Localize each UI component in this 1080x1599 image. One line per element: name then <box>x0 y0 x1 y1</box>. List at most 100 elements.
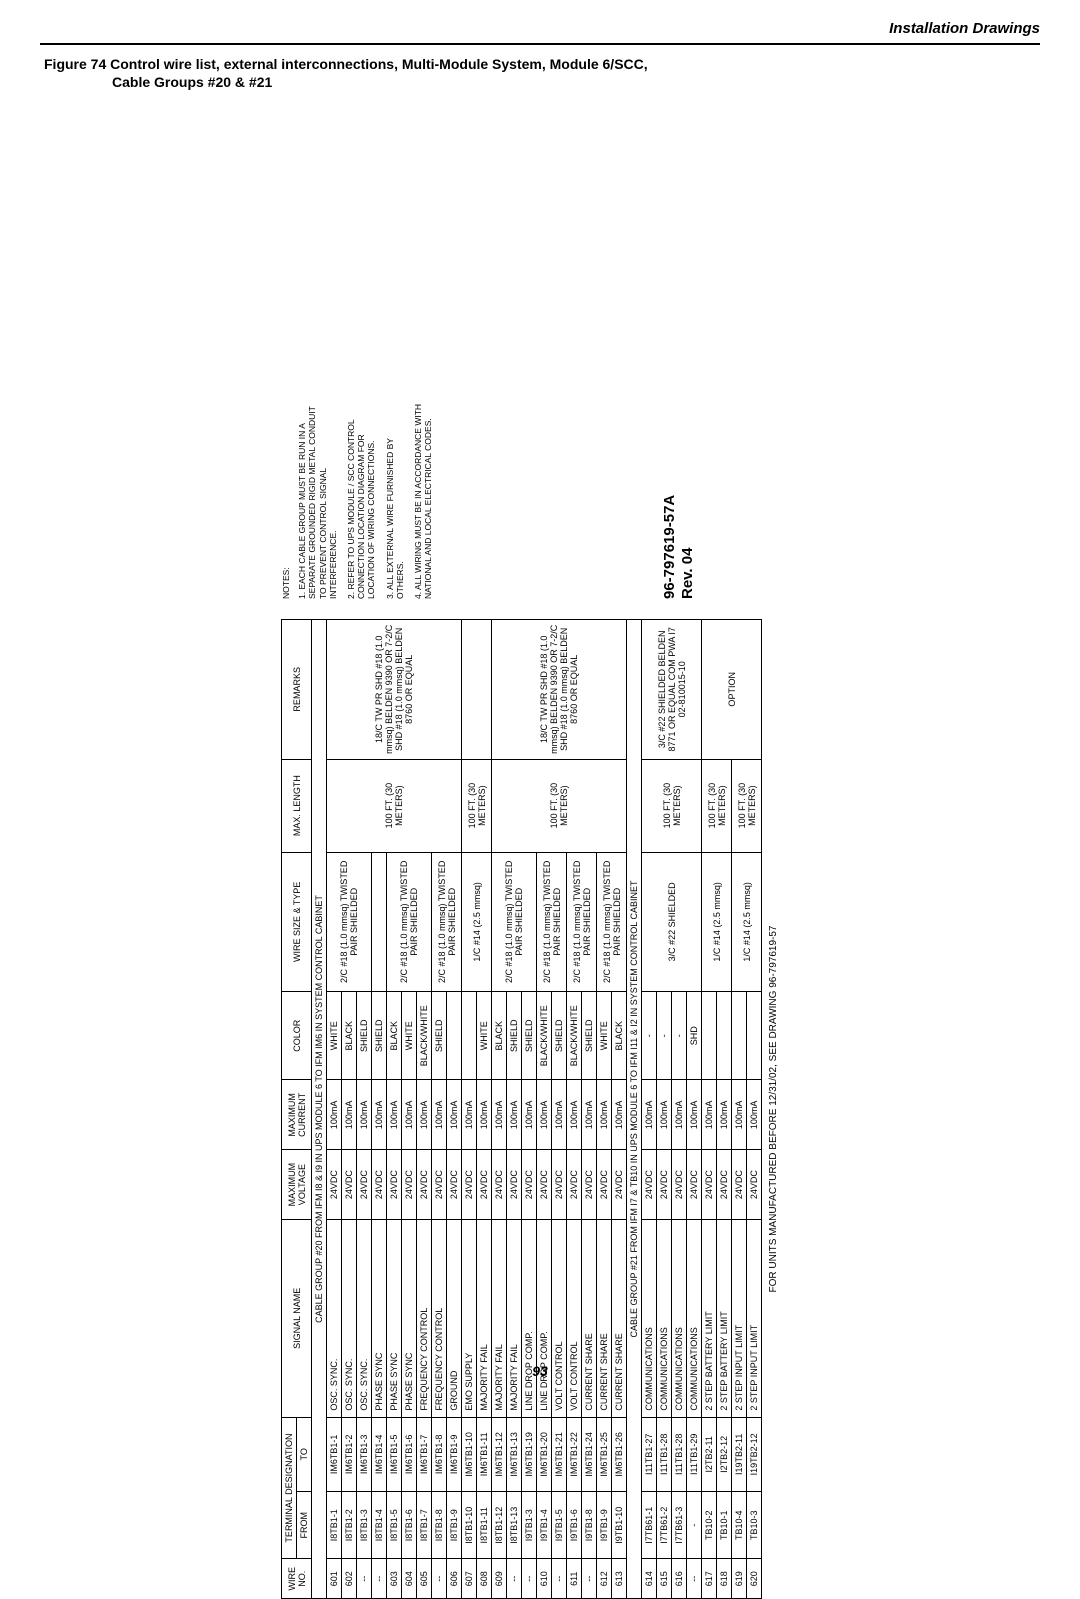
cell-current: 100mA <box>477 1080 492 1150</box>
cell-wire-size: 2/C #18 (1.0 mmsq) TWISTED PAIR SHIELDED <box>492 852 537 992</box>
cell-color: SHIELD <box>507 992 522 1080</box>
cell-voltage: 24VDC <box>582 1150 597 1220</box>
cell-to: I19TB2-12 <box>747 1417 762 1491</box>
cell-voltage: 24VDC <box>597 1150 612 1220</box>
cell-wire-no: 610 <box>537 1559 552 1599</box>
cell-wire-size: 2/C #18 (1.0 mmsq) TWISTED PAIR SHIELDED <box>387 852 432 992</box>
cell-wire-size <box>372 852 387 992</box>
notes-block: NOTES: 1. EACH CABLE GROUP MUST BE RUN I… <box>281 399 441 599</box>
cell-from: I9TB1-9 <box>597 1492 612 1559</box>
cell-from: I9TB1-10 <box>612 1492 627 1559</box>
cell-signal: GROUND <box>447 1219 462 1417</box>
cell-current: 100mA <box>747 1080 762 1150</box>
cell-color: SHIELD <box>582 992 597 1080</box>
cell-current: 100mA <box>597 1080 612 1150</box>
cell-current: 100mA <box>342 1080 357 1150</box>
cell-voltage: 24VDC <box>372 1150 387 1220</box>
cell-signal: MAJORITY FAIL <box>492 1219 507 1417</box>
cell-max-length: 100 FT. (30 METERS) <box>492 759 627 852</box>
cell-from: I8TB1-1 <box>327 1492 342 1559</box>
cell-current: 100mA <box>537 1080 552 1150</box>
cell-voltage: 24VDC <box>747 1150 762 1220</box>
cell-signal: 2 STEP BATTERY LIMIT <box>717 1219 732 1417</box>
cell-color: BLACK <box>387 992 402 1080</box>
cell-voltage: 24VDC <box>417 1150 432 1220</box>
cell-to: I11TB1-28 <box>657 1417 672 1491</box>
cell-signal: COMMUNICATIONS <box>642 1219 657 1417</box>
cell-to: IM6TB1-8 <box>432 1417 447 1491</box>
cell-voltage: 24VDC <box>642 1150 657 1220</box>
cell-from: I7TB61-2 <box>657 1492 672 1559</box>
doc-rev: Rev. 04 <box>679 399 697 599</box>
cell-color: WHITE <box>327 992 342 1080</box>
doc-number: 96-797619-57A <box>661 399 679 599</box>
cell-wire-no: -- <box>432 1559 447 1599</box>
cell-current: 100mA <box>387 1080 402 1150</box>
cell-from: I9TB1-3 <box>522 1492 537 1559</box>
cell-color: SHD <box>687 992 702 1080</box>
cell-max-length: 100 FT. (30 METERS) <box>327 759 462 852</box>
figure-line-1: Figure 74 Control wire list, external in… <box>44 56 648 72</box>
cell-wire-size: 3/C #22 SHIELDED <box>642 852 702 992</box>
cell-wire-no: 611 <box>567 1559 582 1599</box>
cell-signal: OSC. SYNC. <box>342 1219 357 1417</box>
cell-from: I8TB1-9 <box>447 1492 462 1559</box>
cell-wire-size: 2/C #18 (1.0 mmsq) TWISTED PAIR SHIELDED <box>567 852 597 992</box>
section-title: Installation Drawings <box>40 20 1040 37</box>
cell-voltage: 24VDC <box>402 1150 417 1220</box>
cell-wire-no: 619 <box>732 1559 747 1599</box>
cell-from: I8TB1-3 <box>357 1492 372 1559</box>
cell-color: WHITE <box>597 992 612 1080</box>
cell-from: I9TB1-5 <box>552 1492 567 1559</box>
cell-current: 100mA <box>372 1080 387 1150</box>
cell-remarks: OPTION <box>702 620 762 760</box>
cell-wire-no: -- <box>372 1559 387 1599</box>
cell-color: SHIELD <box>372 992 387 1080</box>
wire-list-table: WIRE NO. TERMINAL DESIGNATION SIGNAL NAM… <box>281 619 762 1599</box>
cell-signal: VOLT CONTROL <box>567 1219 582 1417</box>
cell-signal: 2 STEP INPUT LIMIT <box>732 1219 747 1417</box>
doc-reference: 96-797619-57A Rev. 04 <box>661 399 697 599</box>
cell-color <box>717 992 732 1080</box>
cell-to: I11TB1-28 <box>672 1417 687 1491</box>
cell-signal: PHASE SYNC <box>372 1219 387 1417</box>
cell-wire-no: 607 <box>462 1559 477 1599</box>
section-header: CABLE GROUP #21 FROM IFM I7 & TB10 IN UP… <box>627 620 642 1599</box>
cell-current: 100mA <box>417 1080 432 1150</box>
cell-signal: EMO SUPPLY <box>462 1219 477 1417</box>
cell-from: - <box>687 1492 702 1559</box>
cell-color: BLACK/WHITE <box>417 992 432 1080</box>
figure-line-2: Cable Groups #20 & #21 <box>44 73 1040 91</box>
cell-remarks: 18/C TW PR SHD #18 (1.0 mmsq) BELDEN 939… <box>492 620 627 760</box>
cell-to: I19TB2-11 <box>732 1417 747 1491</box>
cell-color: SHIELD <box>552 992 567 1080</box>
cell-color: SHIELD <box>357 992 372 1080</box>
cell-signal: FREQUENCY CONTROL <box>417 1219 432 1417</box>
cell-color: WHITE <box>477 992 492 1080</box>
cell-max-length: 100 FT. (30 METERS) <box>732 759 762 852</box>
th-remarks: REMARKS <box>282 620 312 760</box>
cell-wire-no: 612 <box>597 1559 612 1599</box>
cell-voltage: 24VDC <box>447 1150 462 1220</box>
cell-to: IM6TB1-24 <box>582 1417 597 1491</box>
cell-to: IM6TB1-10 <box>462 1417 477 1491</box>
cell-signal: OSC. SYNC. <box>327 1219 342 1417</box>
cell-wire-size: 1/C #14 (2.5 mmsq) <box>702 852 732 992</box>
cell-voltage: 24VDC <box>327 1150 342 1220</box>
th-wire-size: WIRE SIZE & TYPE <box>282 852 312 992</box>
cell-signal: PHASE SYNC <box>387 1219 402 1417</box>
cell-current: 100mA <box>657 1080 672 1150</box>
cell-max-length: 100 FT. (30 METERS) <box>462 759 492 852</box>
cell-voltage: 24VDC <box>552 1150 567 1220</box>
cell-signal: CURRENT SHARE <box>597 1219 612 1417</box>
cell-to: IM6TB1-13 <box>507 1417 522 1491</box>
cell-current: 100mA <box>672 1080 687 1150</box>
note-3: 3. ALL EXTERNAL WIRE FURNISHED BY OTHERS… <box>385 399 405 599</box>
cell-wire-no: 606 <box>447 1559 462 1599</box>
cell-voltage: 24VDC <box>387 1150 402 1220</box>
cell-wire-size: 2/C #18 (1.0 mmsq) TWISTED PAIR SHIELDED <box>597 852 627 992</box>
cell-signal: MAJORITY FAIL <box>507 1219 522 1417</box>
cell-from: I8TB1-4 <box>372 1492 387 1559</box>
cell-wire-no: 601 <box>327 1559 342 1599</box>
cell-wire-no: 614 <box>642 1559 657 1599</box>
